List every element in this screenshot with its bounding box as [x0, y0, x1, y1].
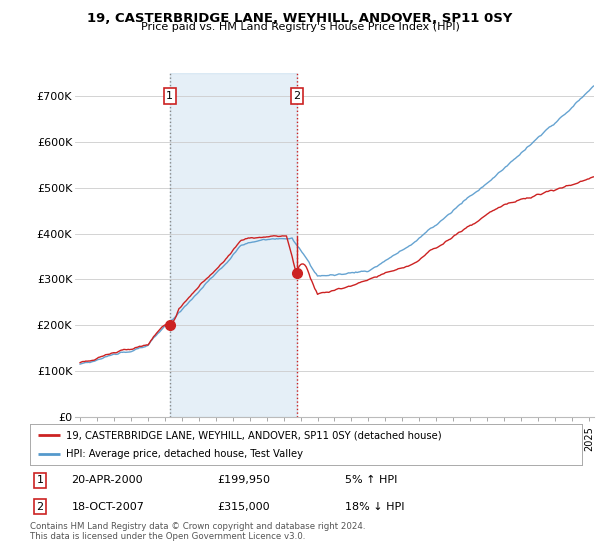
Text: £315,000: £315,000: [218, 502, 271, 512]
Text: 1: 1: [166, 91, 173, 101]
Text: 2: 2: [37, 502, 43, 512]
Bar: [170, 73, 297, 417]
Text: 2: 2: [293, 91, 301, 101]
Text: 18-OCT-2007: 18-OCT-2007: [71, 502, 144, 512]
Text: 1: 1: [37, 475, 43, 486]
Text: Contains HM Land Registry data © Crown copyright and database right 2024.
This d: Contains HM Land Registry data © Crown c…: [30, 522, 365, 542]
Text: HPI: Average price, detached house, Test Valley: HPI: Average price, detached house, Test…: [66, 449, 303, 459]
Text: Price paid vs. HM Land Registry's House Price Index (HPI): Price paid vs. HM Land Registry's House …: [140, 22, 460, 32]
Text: £199,950: £199,950: [218, 475, 271, 486]
Text: 19, CASTERBRIDGE LANE, WEYHILL, ANDOVER, SP11 0SY (detached house): 19, CASTERBRIDGE LANE, WEYHILL, ANDOVER,…: [66, 431, 442, 440]
Text: 5% ↑ HPI: 5% ↑ HPI: [344, 475, 397, 486]
Text: 20-APR-2000: 20-APR-2000: [71, 475, 143, 486]
Text: 19, CASTERBRIDGE LANE, WEYHILL, ANDOVER, SP11 0SY: 19, CASTERBRIDGE LANE, WEYHILL, ANDOVER,…: [88, 12, 512, 25]
Text: 18% ↓ HPI: 18% ↓ HPI: [344, 502, 404, 512]
